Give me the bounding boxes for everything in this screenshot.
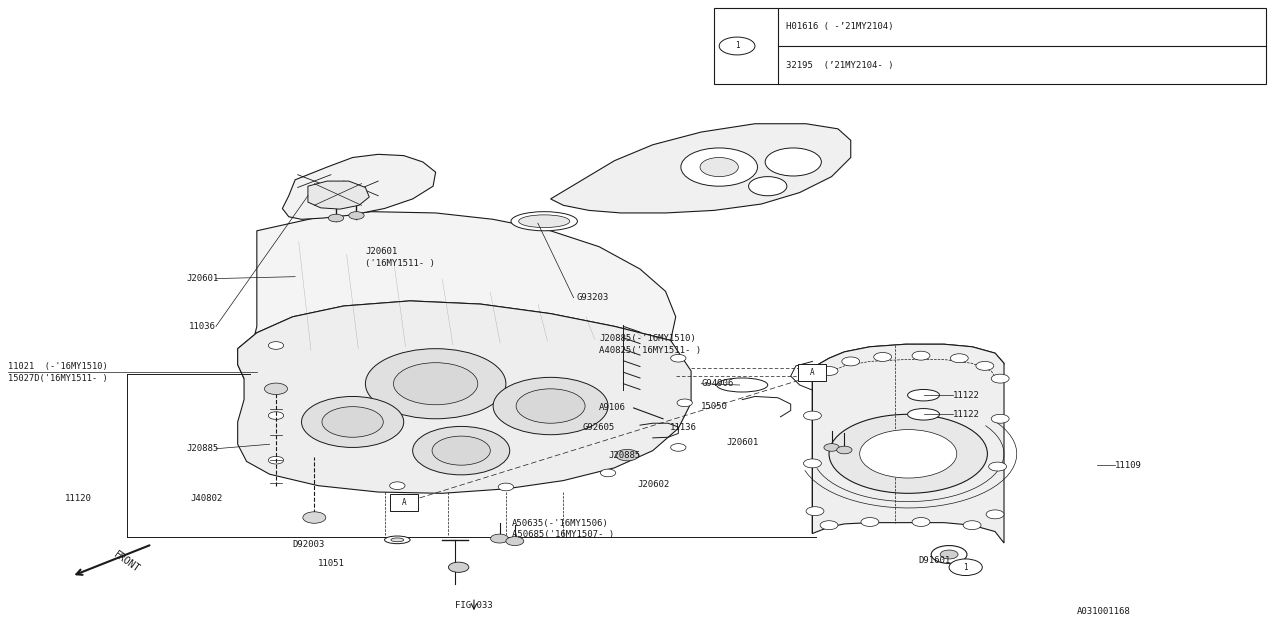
Text: 1: 1 (735, 42, 740, 51)
Circle shape (804, 459, 822, 468)
Polygon shape (813, 344, 1004, 543)
Circle shape (269, 342, 284, 349)
Circle shape (913, 518, 931, 527)
Bar (389, 495, 417, 511)
Text: J20602: J20602 (637, 480, 669, 489)
Circle shape (874, 353, 892, 362)
Circle shape (700, 157, 739, 177)
Circle shape (940, 550, 957, 559)
Text: 11051: 11051 (319, 559, 346, 568)
Circle shape (389, 482, 404, 490)
Ellipse shape (433, 436, 490, 465)
Text: 32195  (’21MY2104- ): 32195 (’21MY2104- ) (786, 61, 893, 70)
Circle shape (671, 444, 686, 451)
Text: J20601: J20601 (187, 274, 219, 283)
Circle shape (681, 148, 758, 186)
Text: A: A (810, 368, 815, 377)
Circle shape (991, 414, 1009, 423)
Ellipse shape (365, 349, 506, 419)
Text: 15050: 15050 (701, 401, 728, 410)
Text: G94906: G94906 (701, 380, 733, 388)
Text: 11109: 11109 (1115, 461, 1142, 470)
Ellipse shape (511, 212, 577, 231)
Circle shape (820, 521, 838, 530)
Circle shape (837, 446, 852, 454)
Circle shape (829, 414, 987, 493)
Text: D92003: D92003 (293, 540, 325, 549)
Text: J20885(-'16MY1510)
A40825('16MY1511- ): J20885(-'16MY1510) A40825('16MY1511- ) (599, 334, 701, 355)
Ellipse shape (717, 378, 768, 392)
Circle shape (265, 383, 288, 394)
Ellipse shape (323, 406, 383, 437)
Circle shape (765, 148, 822, 176)
Circle shape (988, 462, 1006, 471)
Circle shape (824, 444, 840, 451)
Text: J20601: J20601 (727, 438, 759, 447)
Text: J20885: J20885 (187, 444, 219, 453)
Circle shape (303, 512, 326, 524)
Polygon shape (813, 344, 1004, 394)
Ellipse shape (518, 215, 570, 228)
Circle shape (991, 374, 1009, 383)
Text: FRONT: FRONT (111, 550, 142, 575)
Text: H01616 ( -’21MY2104): H01616 ( -’21MY2104) (786, 22, 893, 31)
Circle shape (600, 469, 616, 477)
Circle shape (269, 456, 284, 464)
Text: J20885: J20885 (608, 451, 640, 460)
Ellipse shape (908, 408, 940, 420)
Circle shape (804, 411, 822, 420)
Circle shape (269, 412, 284, 419)
Circle shape (950, 354, 968, 363)
Polygon shape (550, 124, 851, 213)
Polygon shape (283, 154, 435, 220)
Text: FIG.033: FIG.033 (456, 601, 493, 610)
Ellipse shape (908, 390, 940, 401)
Circle shape (671, 355, 686, 362)
Text: 11122: 11122 (952, 390, 979, 400)
Circle shape (963, 521, 980, 530)
Circle shape (490, 534, 508, 543)
Text: 11120: 11120 (65, 494, 92, 503)
Circle shape (806, 507, 824, 516)
Text: A: A (402, 499, 406, 508)
Bar (799, 364, 827, 381)
Text: 11021  (-'16MY1510)
15027D('16MY1511- ): 11021 (-'16MY1510) 15027D('16MY1511- ) (8, 362, 108, 383)
Circle shape (861, 518, 879, 527)
Text: 11036: 11036 (189, 322, 216, 331)
Circle shape (913, 351, 931, 360)
Ellipse shape (302, 396, 403, 447)
Text: G93203: G93203 (576, 293, 608, 302)
Ellipse shape (384, 536, 410, 543)
Text: G92605: G92605 (582, 422, 614, 431)
Circle shape (932, 545, 966, 563)
Circle shape (948, 559, 982, 575)
Text: A50635(-'16MY1506)
A50685('16MY1507- ): A50635(-'16MY1506) A50685('16MY1507- ) (512, 518, 614, 540)
Circle shape (986, 510, 1004, 519)
Text: D91601: D91601 (919, 556, 951, 565)
Ellipse shape (493, 378, 608, 435)
Text: 11136: 11136 (669, 422, 696, 431)
Text: 11122: 11122 (952, 410, 979, 419)
Circle shape (719, 37, 755, 55)
Circle shape (498, 483, 513, 491)
Text: J40802: J40802 (191, 494, 223, 503)
Circle shape (677, 399, 692, 406)
Polygon shape (238, 301, 691, 493)
Text: A9106: A9106 (599, 403, 626, 412)
Circle shape (860, 429, 956, 478)
Text: 1: 1 (964, 563, 968, 572)
Circle shape (348, 212, 364, 220)
Circle shape (329, 214, 344, 222)
Circle shape (616, 449, 639, 461)
Polygon shape (238, 212, 676, 379)
Circle shape (820, 367, 838, 376)
Ellipse shape (412, 426, 509, 475)
Text: J20601
('16MY1511- ): J20601 ('16MY1511- ) (365, 247, 435, 268)
Circle shape (975, 362, 993, 371)
Circle shape (749, 177, 787, 196)
Ellipse shape (390, 538, 403, 541)
Polygon shape (308, 181, 369, 209)
Circle shape (842, 357, 860, 366)
Ellipse shape (516, 389, 585, 423)
Circle shape (506, 537, 524, 545)
